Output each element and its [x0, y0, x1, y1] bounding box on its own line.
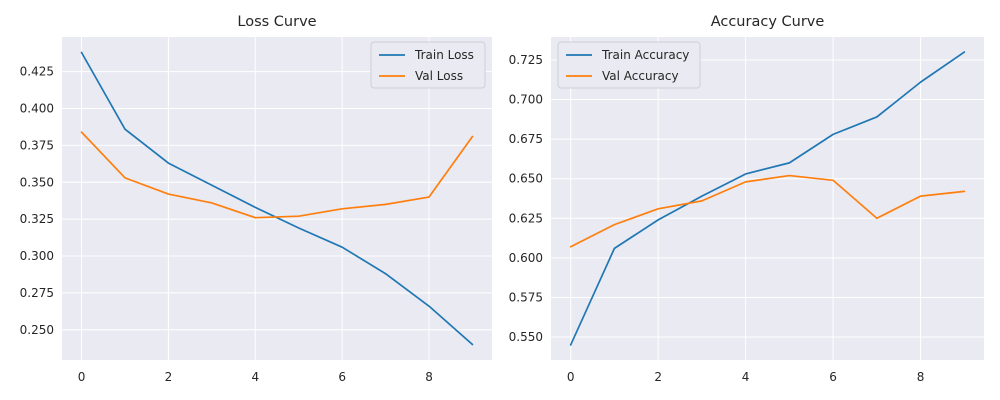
loss-x-tick-label: 8	[425, 370, 433, 384]
loss-y-tick-label: 0.300	[20, 249, 54, 263]
loss-y-tick-label: 0.425	[20, 65, 54, 79]
accuracy-x-tick-label: 4	[742, 370, 750, 384]
accuracy-y-tick-label: 0.675	[509, 132, 543, 146]
accuracy-series-val-accuracy	[569, 174, 966, 248]
accuracy-legend-label-train-accuracy: Train Accuracy	[601, 48, 689, 62]
accuracy-x-tick-label: 6	[829, 370, 837, 384]
accuracy-legend-box	[557, 41, 701, 89]
accuracy-y-tick-label: 0.550	[509, 330, 543, 344]
loss-chart-title: Loss Curve	[237, 14, 316, 30]
accuracy-chart-title: Accuracy Curve	[711, 14, 825, 30]
accuracy-y-tick-label: 0.725	[509, 53, 543, 67]
loss-x-tick-label: 6	[338, 370, 346, 384]
loss-y-tick-label: 0.275	[20, 286, 54, 300]
loss-series-val-loss	[80, 131, 474, 219]
loss-y-tick-label: 0.400	[20, 102, 54, 116]
accuracy-x-tick-label: 8	[917, 370, 925, 384]
accuracy-chart-panel: 0 2 4 6 8 0.550 0.575 0.600 0.625 0.650 0.675 0.700…	[509, 14, 984, 384]
loss-x-tick-label: 4	[251, 370, 259, 384]
loss-legend-label-train-loss: Train Loss	[414, 48, 474, 62]
accuracy-y-tick-label: 0.575	[509, 290, 543, 304]
loss-legend-label-val-loss: Val Loss	[415, 69, 463, 83]
accuracy-y-tick-label: 0.650	[509, 172, 543, 186]
loss-x-tick-label: 0	[78, 370, 86, 384]
loss-y-tick-label: 0.350	[20, 175, 54, 189]
accuracy-plot-area	[551, 37, 984, 360]
loss-legend: Train Loss Val Loss	[370, 41, 486, 89]
loss-chart-panel: 0 2 4 6 8 0.250 0.275 0.300 0.325 0.350 0.375 0.400…	[20, 14, 492, 384]
loss-y-tick-label: 0.325	[20, 212, 54, 226]
accuracy-series-train-accuracy	[569, 51, 966, 346]
accuracy-legend-label-val-accuracy: Val Accuracy	[602, 69, 679, 83]
accuracy-x-tick-label: 0	[567, 370, 575, 384]
loss-y-tick-label: 0.375	[20, 138, 54, 152]
accuracy-legend: Train Accuracy Val Accuracy	[557, 41, 701, 89]
loss-x-tick-label: 2	[165, 370, 173, 384]
loss-y-tick-label: 0.250	[20, 323, 54, 337]
accuracy-y-tick-label: 0.625	[509, 211, 543, 225]
accuracy-x-tick-label: 2	[654, 370, 662, 384]
accuracy-y-tick-label: 0.700	[509, 93, 543, 107]
accuracy-y-tick-label: 0.600	[509, 251, 543, 265]
